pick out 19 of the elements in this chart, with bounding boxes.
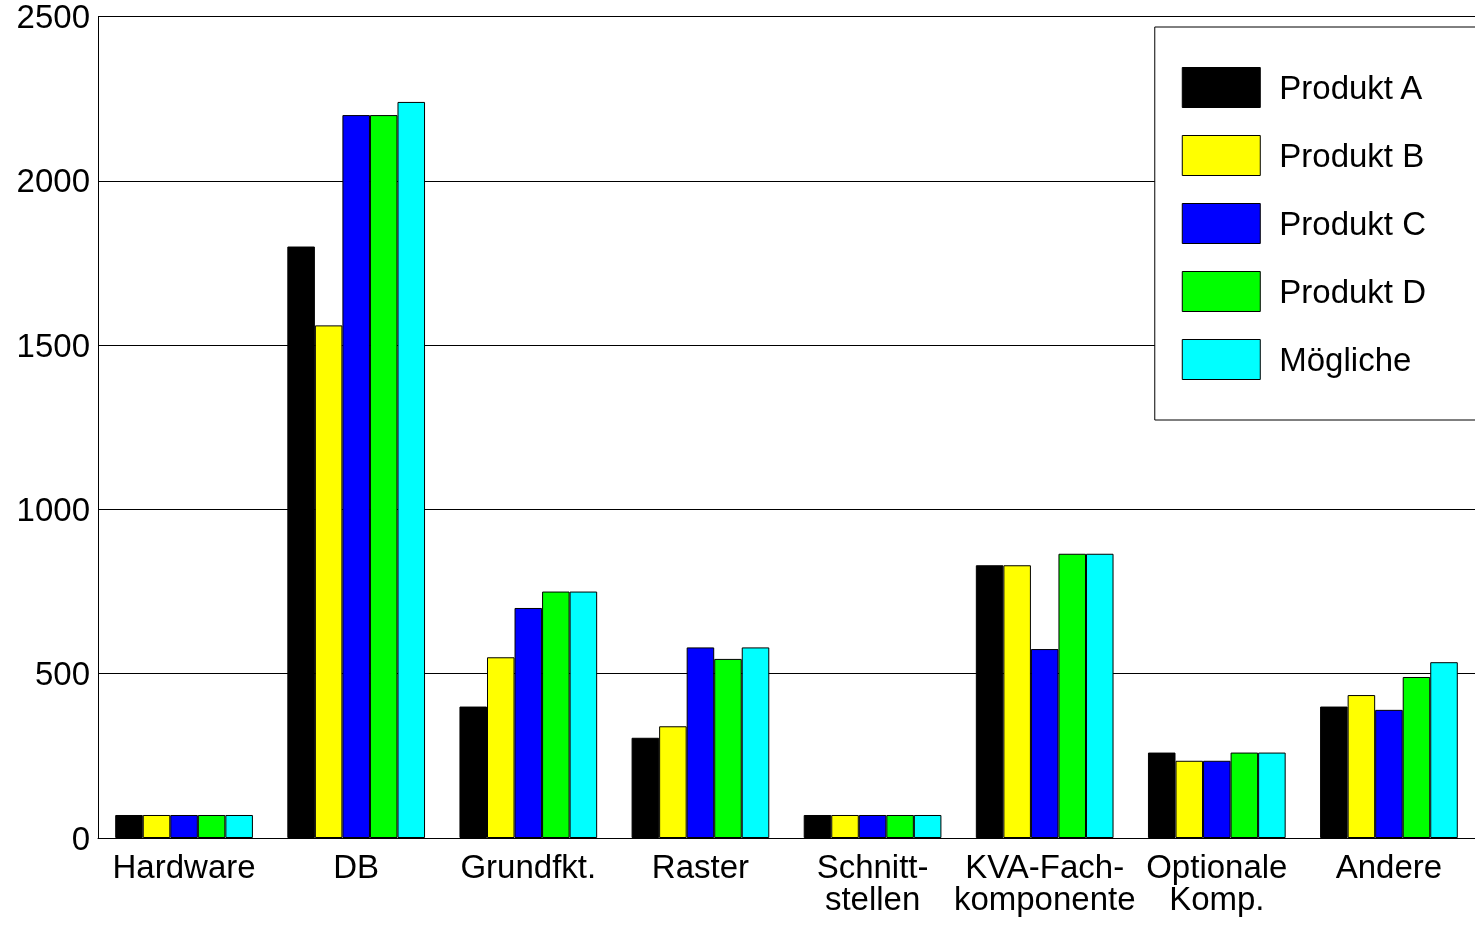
y-tick-label: 1000 [16,490,90,528]
legend-label: Produkt A [1279,69,1423,106]
legend-label: Produkt C [1279,205,1427,242]
x-tick-label: Optionale Komp. [1146,847,1288,917]
x-tick-label: Schnitt- stellen [816,847,929,917]
x-tick-label: Grundfkt. [460,847,597,885]
x-tick-label: DB [333,847,380,885]
x-tick-label: Andere [1335,847,1443,885]
y-tick-label: 500 [34,655,90,693]
x-tick-label: KVA-Fach- komponente [953,847,1136,917]
x-tick-label: Hardware [112,847,256,885]
legend-label: Produkt D [1279,273,1427,310]
y-tick-label: 2500 [16,0,90,35]
x-tick-label: Raster [651,847,750,885]
y-tick-label: 2000 [16,162,90,200]
legend-label: Produkt B [1279,137,1425,174]
y-tick-label: 1500 [16,326,90,364]
y-tick-label: 0 [71,819,90,857]
legend-label: Mögliche [1279,341,1412,378]
